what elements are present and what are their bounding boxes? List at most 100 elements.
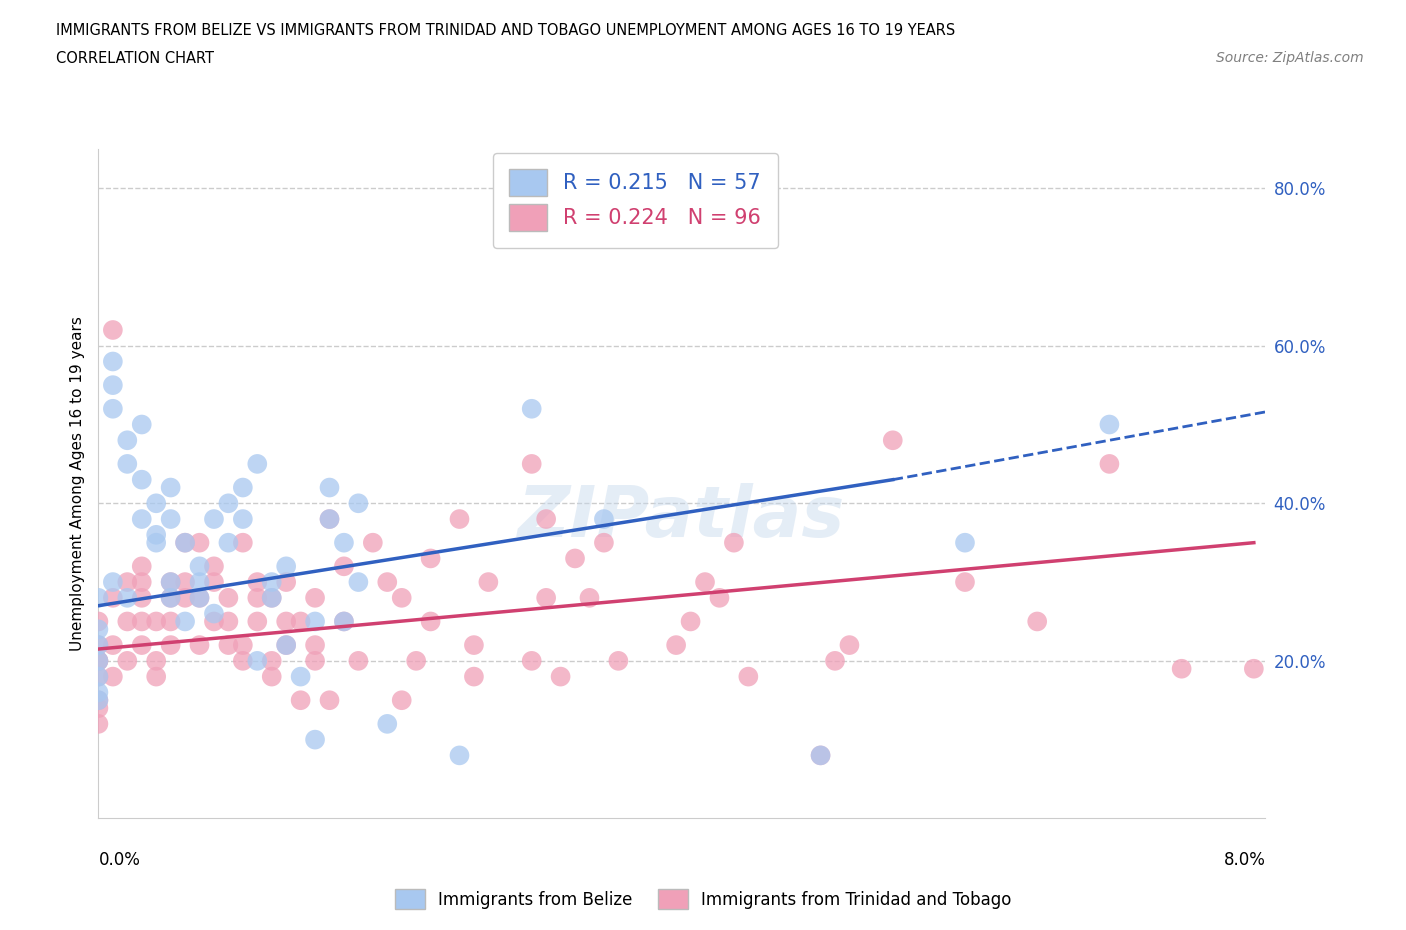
Point: [188, 559, 211, 574]
Point: [318, 512, 340, 526]
Point: [145, 527, 167, 542]
Point: [217, 536, 239, 551]
Point: [1098, 457, 1121, 472]
Point: [87, 693, 110, 708]
Point: [87, 716, 110, 731]
Point: [117, 432, 139, 447]
Point: [246, 654, 269, 669]
Point: [117, 457, 139, 472]
Point: [246, 591, 269, 605]
Point: [159, 638, 181, 653]
Legend: R = 0.215   N = 57, R = 0.224   N = 96: R = 0.215 N = 57, R = 0.224 N = 96: [492, 153, 778, 247]
Point: [159, 480, 181, 495]
Point: [87, 654, 110, 669]
Point: [810, 748, 832, 763]
Point: [375, 575, 398, 590]
Point: [232, 654, 254, 669]
Point: [188, 536, 211, 551]
Text: Source: ZipAtlas.com: Source: ZipAtlas.com: [1216, 51, 1364, 65]
Point: [202, 512, 225, 526]
Point: [304, 614, 326, 629]
Point: [159, 512, 181, 526]
Point: [593, 512, 616, 526]
Text: CORRELATION CHART: CORRELATION CHART: [56, 51, 214, 66]
Point: [347, 654, 370, 669]
Point: [159, 575, 181, 590]
Point: [131, 575, 153, 590]
Point: [217, 591, 239, 605]
Point: [202, 606, 225, 621]
Point: [550, 670, 572, 684]
Point: [838, 638, 860, 653]
Point: [174, 575, 197, 590]
Point: [188, 591, 211, 605]
Point: [290, 614, 312, 629]
Point: [117, 575, 139, 590]
Point: [260, 575, 283, 590]
Point: [131, 512, 153, 526]
Point: [217, 638, 239, 653]
Point: [87, 614, 110, 629]
Point: [131, 638, 153, 653]
Point: [463, 670, 485, 684]
Point: [87, 622, 110, 637]
Point: [159, 591, 181, 605]
Point: [276, 638, 298, 653]
Point: [449, 512, 471, 526]
Point: [318, 693, 340, 708]
Point: [276, 638, 298, 653]
Point: [953, 536, 976, 551]
Point: [534, 512, 557, 526]
Point: [304, 591, 326, 605]
Point: [217, 614, 239, 629]
Point: [202, 614, 225, 629]
Point: [87, 670, 110, 684]
Point: [347, 496, 370, 511]
Point: [304, 654, 326, 669]
Point: [290, 693, 312, 708]
Text: ZIPatlas: ZIPatlas: [519, 483, 845, 551]
Point: [101, 591, 124, 605]
Point: [131, 417, 153, 432]
Point: [463, 638, 485, 653]
Point: [723, 536, 745, 551]
Point: [87, 670, 110, 684]
Point: [202, 559, 225, 574]
Point: [145, 536, 167, 551]
Point: [117, 654, 139, 669]
Point: [304, 732, 326, 747]
Point: [101, 402, 124, 417]
Point: [375, 716, 398, 731]
Point: [188, 575, 211, 590]
Y-axis label: Unemployment Among Ages 16 to 19 years: Unemployment Among Ages 16 to 19 years: [69, 316, 84, 651]
Point: [145, 614, 167, 629]
Point: [665, 638, 688, 653]
Point: [1170, 661, 1192, 676]
Text: IMMIGRANTS FROM BELIZE VS IMMIGRANTS FROM TRINIDAD AND TOBAGO UNEMPLOYMENT AMONG: IMMIGRANTS FROM BELIZE VS IMMIGRANTS FRO…: [56, 23, 956, 38]
Point: [737, 670, 759, 684]
Point: [131, 472, 153, 487]
Point: [709, 591, 731, 605]
Point: [131, 614, 153, 629]
Point: [101, 575, 124, 590]
Point: [882, 432, 904, 447]
Point: [1243, 661, 1265, 676]
Point: [87, 654, 110, 669]
Point: [824, 654, 846, 669]
Point: [101, 323, 124, 338]
Point: [188, 591, 211, 605]
Point: [333, 536, 356, 551]
Point: [246, 457, 269, 472]
Point: [290, 670, 312, 684]
Point: [276, 559, 298, 574]
Point: [520, 457, 543, 472]
Point: [520, 402, 543, 417]
Point: [318, 512, 340, 526]
Point: [101, 378, 124, 392]
Point: [318, 480, 340, 495]
Point: [679, 614, 702, 629]
Point: [1098, 417, 1121, 432]
Point: [593, 536, 616, 551]
Legend: Immigrants from Belize, Immigrants from Trinidad and Tobago: Immigrants from Belize, Immigrants from …: [387, 881, 1019, 917]
Point: [87, 654, 110, 669]
